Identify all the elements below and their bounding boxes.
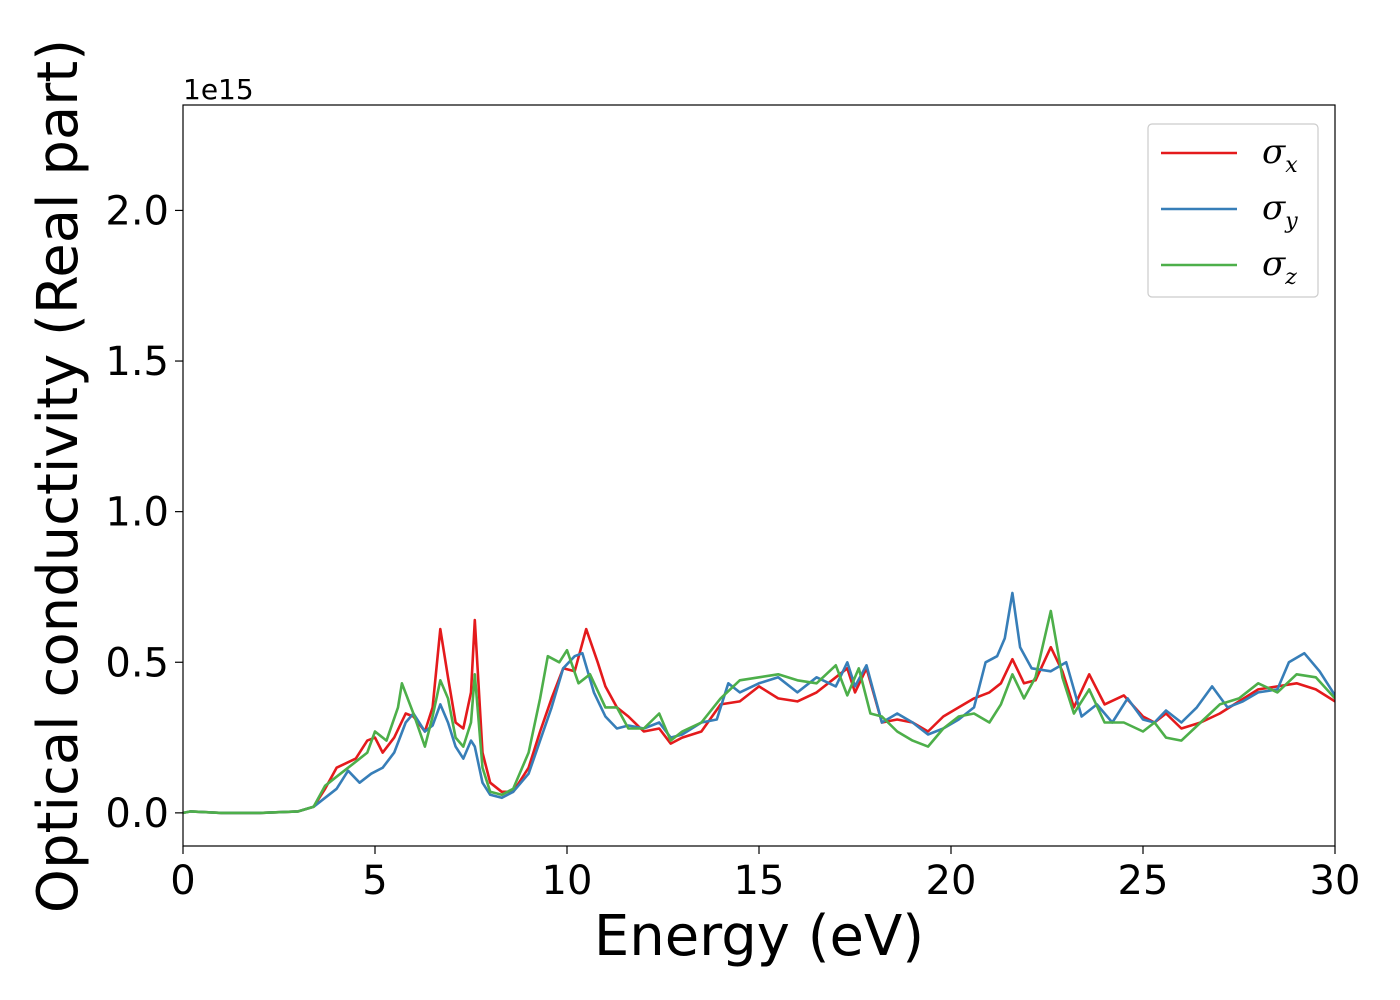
legend-label-x: σx [1262,132,1298,178]
legend-subscript: y [1284,209,1298,234]
x-axis: 0 5 10 15 20 25 30 [170,846,1360,904]
x-tick-label: 15 [734,858,785,904]
legend-symbol: σ [1262,244,1286,284]
legend-symbol: σ [1262,188,1286,228]
x-tick-label: 5 [362,858,387,904]
x-tick-label: 30 [1310,858,1361,904]
y-axis: 0.0 0.5 1.0 1.5 2.0 [105,188,183,837]
legend-label-y: σy [1262,188,1298,234]
legend-box [1147,123,1319,298]
y-tick-label: 0.0 [105,791,169,837]
series-layer [183,591,1335,815]
series-line-x [183,618,1335,815]
y-offset-label: 1e15 [183,73,254,106]
x-axis-label: Energy (eV) [594,904,924,969]
legend-subscript: x [1285,153,1298,178]
legend-label-z: σz [1262,244,1297,290]
y-tick-label: 2.0 [105,188,169,234]
x-tick-label: 10 [542,858,593,904]
x-tick-label: 25 [1118,858,1169,904]
y-axis-label: Optical conductivity (Real part) [26,39,91,913]
y-tick-label: 1.5 [105,339,169,385]
legend-subscript: z [1284,265,1297,290]
legend-symbol: σ [1262,132,1286,172]
y-tick-label: 1.0 [105,490,169,536]
series-line-z [183,609,1335,815]
x-tick-label: 20 [926,858,977,904]
y-tick-label: 0.5 [105,640,169,686]
x-tick-label: 0 [170,858,195,904]
